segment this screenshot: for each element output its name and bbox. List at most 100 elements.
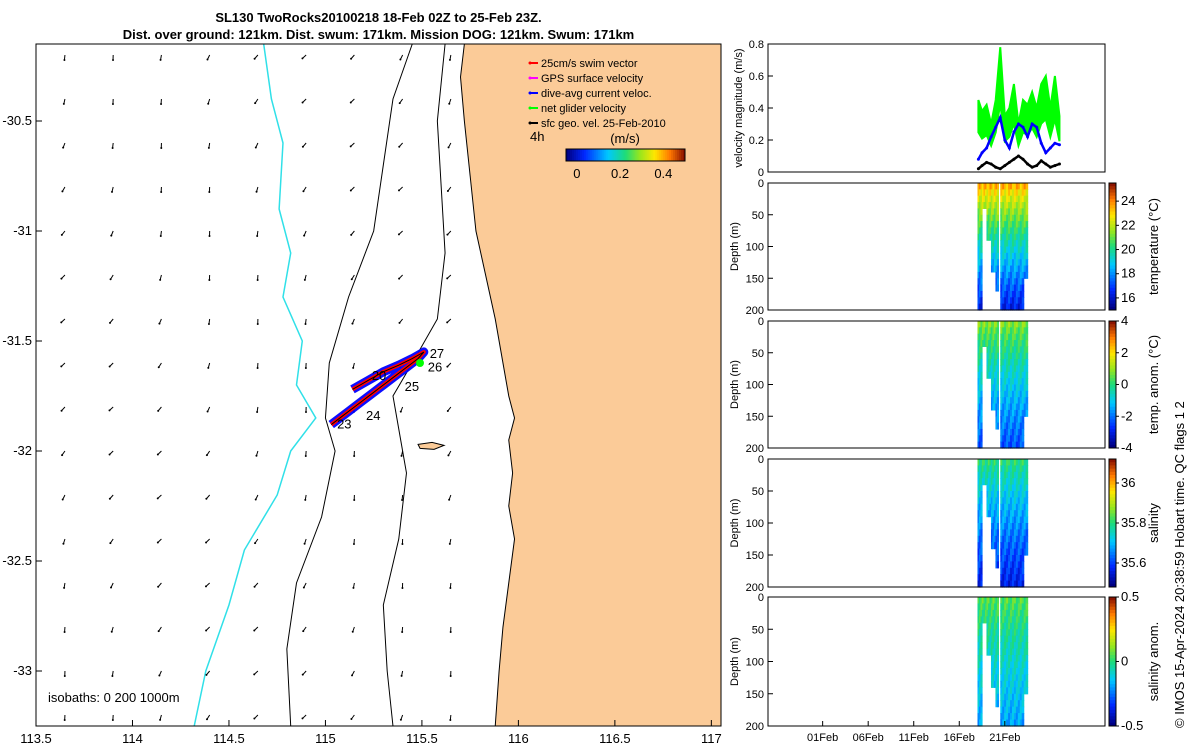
section-cell <box>989 635 992 643</box>
section-cell <box>1004 246 1007 254</box>
section-cell <box>993 674 997 682</box>
section-cell <box>986 214 989 222</box>
section-cell <box>992 629 995 637</box>
section-cell <box>1019 459 1023 466</box>
section-cell <box>1008 561 1011 569</box>
section-cell <box>980 580 983 588</box>
section-cell <box>989 471 992 479</box>
section-cell <box>1023 221 1027 229</box>
section-cell <box>1011 548 1015 556</box>
section-cell <box>1006 384 1009 392</box>
section-cell <box>990 371 994 379</box>
section-cell <box>977 622 980 630</box>
section-cell <box>1025 409 1029 417</box>
section-cell <box>1013 352 1017 360</box>
section-cell <box>1002 321 1005 328</box>
section-cell <box>1010 214 1013 222</box>
section-cell <box>1019 321 1023 328</box>
section-cell <box>1008 435 1011 443</box>
section-cell <box>992 403 995 411</box>
y-tick-label: 200 <box>746 582 764 594</box>
section-cell <box>1011 265 1015 273</box>
section-cell <box>1002 680 1005 688</box>
speed-colorbar-frame <box>565 148 686 162</box>
speed-colorbar-cell <box>633 149 636 161</box>
section-cell <box>990 535 994 543</box>
velocity-point <box>998 167 1002 171</box>
section-cell <box>1002 700 1005 708</box>
geostrophic-arrow-head <box>449 674 452 677</box>
colorbar-cell <box>1109 597 1116 601</box>
speed-colorbar-cell <box>603 149 607 161</box>
section-cell <box>977 700 980 708</box>
section-cell <box>1017 609 1021 617</box>
section-cell <box>992 208 995 216</box>
section-cell <box>1019 359 1023 367</box>
section-cell <box>989 465 992 473</box>
section-cell <box>1010 321 1013 328</box>
section-cell <box>1008 416 1011 424</box>
section-cell <box>992 642 995 650</box>
section-cell <box>1017 327 1021 335</box>
colorbar-cell <box>1109 703 1116 708</box>
section-cell <box>1011 484 1015 492</box>
section-cell <box>1006 609 1009 617</box>
colorbar-cell <box>1109 481 1116 486</box>
section-cell <box>992 484 995 492</box>
section-cell <box>992 195 995 203</box>
section-cell <box>993 233 997 241</box>
colorbar-cell <box>1109 224 1116 228</box>
colorbar-cell <box>1109 352 1116 357</box>
section-cell <box>995 465 998 473</box>
section-cell <box>1021 484 1025 492</box>
colorbar-cell <box>1109 706 1116 711</box>
section-cell <box>980 609 983 617</box>
section-cell <box>980 214 983 222</box>
section-cell <box>995 478 998 486</box>
section-cell <box>996 674 1000 682</box>
section-cell <box>1006 240 1009 248</box>
section-cell <box>977 297 980 305</box>
section-cell <box>1017 548 1021 556</box>
section-cell <box>1004 465 1007 473</box>
section-cell <box>1019 535 1023 543</box>
geostrophic-arrow-head <box>159 718 162 721</box>
section-cell <box>1004 416 1007 424</box>
colorbar-cell <box>1109 195 1116 200</box>
section-cell <box>992 648 995 656</box>
section-cell <box>978 221 982 229</box>
section-cell <box>1002 597 1005 605</box>
section-cell <box>977 284 980 292</box>
section-cell <box>1000 497 1003 505</box>
section-cell <box>1021 416 1025 424</box>
section-cell <box>996 693 1000 701</box>
section-cell <box>996 661 1000 669</box>
section-cell <box>1021 680 1025 688</box>
geostrophic-arrow-head <box>206 410 209 413</box>
section-cell <box>983 471 986 479</box>
section-cell <box>977 290 980 298</box>
section-cell <box>996 333 1000 341</box>
section-cell <box>1015 603 1019 611</box>
section-cell <box>978 548 982 556</box>
section-cell <box>977 403 980 411</box>
section-cell <box>992 471 995 479</box>
section-cell <box>990 661 994 669</box>
section-cell <box>986 221 989 229</box>
section-cell <box>995 271 998 279</box>
section-cell <box>990 403 994 411</box>
section-cell <box>978 252 982 260</box>
section-cell <box>993 202 997 209</box>
y-tick-label: 100 <box>746 380 764 392</box>
colorbar-cell <box>1109 371 1116 376</box>
section-cell <box>990 674 994 682</box>
section-cell <box>978 371 982 379</box>
section-cell <box>1015 202 1019 209</box>
section-cell <box>1004 397 1007 405</box>
section-cell <box>1000 403 1003 411</box>
section-cell <box>981 333 985 341</box>
section-cell <box>980 365 983 373</box>
section-cell <box>996 240 1000 248</box>
section-cell <box>987 333 991 341</box>
